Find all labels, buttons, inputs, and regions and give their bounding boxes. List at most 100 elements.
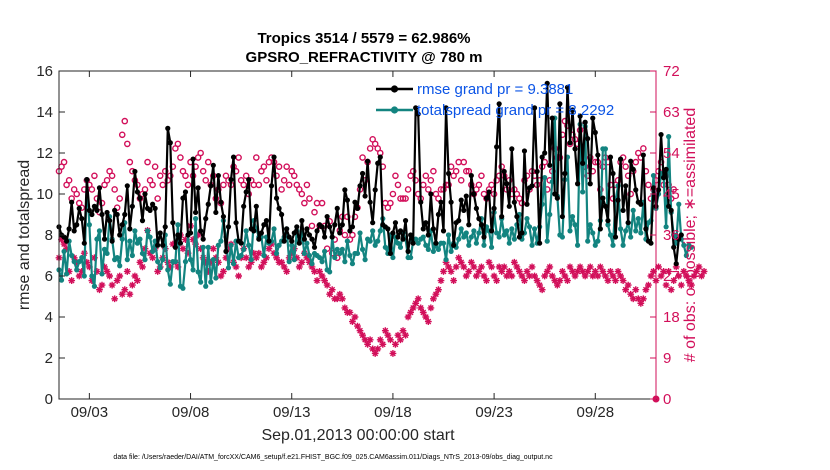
- rmse-point: [324, 213, 330, 220]
- rmse-point: [602, 203, 609, 209]
- rmse-point: [122, 211, 128, 218]
- obs-possible-point: [118, 131, 126, 139]
- rmse-point: [309, 236, 315, 242]
- rmse-point: [127, 226, 133, 232]
- obs-assimilated-point: [364, 340, 372, 348]
- obs-assimilated-point: [455, 254, 463, 262]
- obs-assimilated-point: [510, 258, 518, 266]
- obs-assimilated-point: [341, 304, 349, 312]
- obs-possible-point: [184, 181, 192, 189]
- y-right-tick-label: 45: [663, 186, 680, 203]
- rmse-point: [193, 209, 199, 216]
- rmse-point: [559, 213, 566, 220]
- rmse-point: [215, 172, 221, 179]
- obs-assimilated-point: [609, 272, 617, 280]
- x-axis-label: Sep.01,2013 00:00:00 start: [261, 427, 455, 444]
- rmse-point: [253, 203, 259, 209]
- totalspread-point: [286, 259, 292, 265]
- rmse-point: [81, 240, 87, 246]
- totalspread-point: [666, 134, 672, 140]
- obs-possible-point: [197, 149, 204, 157]
- obs-assimilated-point: [265, 245, 273, 253]
- y-axis-right-label: # of obs: o=possible; ∗=assimilated: [682, 108, 699, 362]
- obs-assimilated-point: [361, 336, 369, 344]
- obs-assimilated-point: [579, 268, 587, 275]
- obs-assimilated-point: [245, 263, 253, 271]
- totalspread-point: [420, 234, 426, 240]
- rmse-point: [329, 234, 335, 240]
- rmse-point: [170, 220, 176, 226]
- obs-assimilated-point: [128, 281, 136, 289]
- rmse-point: [466, 222, 472, 228]
- obs-assimilated-point: [397, 336, 404, 344]
- rmse-point: [648, 240, 654, 246]
- rmse-point: [420, 226, 426, 232]
- obs-assimilated-point: [414, 295, 422, 303]
- rmse-point: [499, 213, 505, 220]
- obs-possible-point: [389, 190, 397, 198]
- rmse-point: [509, 146, 515, 152]
- rmse-point: [200, 236, 206, 242]
- rmse-point: [69, 199, 75, 205]
- rmse-point: [354, 205, 361, 211]
- totalspread-point: [496, 234, 502, 240]
- y-right-tick-label: 63: [663, 104, 680, 121]
- obs-assimilated-point: [295, 263, 303, 271]
- totalspread-point: [190, 267, 196, 273]
- obs-assimilated-point: [422, 313, 430, 321]
- rmse-point: [592, 129, 598, 136]
- obs-assimilated-point: [553, 281, 561, 289]
- obs-assimilated-point: [316, 268, 323, 275]
- rmse-point: [147, 207, 153, 213]
- obs-possible-point: [645, 181, 652, 189]
- rmse-point: [544, 80, 550, 86]
- totalspread-point: [531, 226, 538, 232]
- totalspread-point: [466, 242, 472, 248]
- obs-assimilated-point: [695, 263, 703, 271]
- obs-assimilated-point: [338, 295, 346, 303]
- totalspread-point: [448, 248, 454, 254]
- rmse-point: [195, 185, 201, 191]
- obs-assimilated-point: [645, 281, 652, 289]
- totalspread-point: [99, 271, 105, 277]
- rmse-point: [542, 150, 548, 156]
- rmse-point: [430, 226, 436, 232]
- rmse-point: [294, 224, 300, 230]
- obs-assimilated-point: [73, 258, 81, 266]
- obs-possible-point: [308, 222, 316, 230]
- rmse-point: [91, 203, 98, 209]
- y-left-tick-label: 8: [45, 227, 53, 244]
- obs-assimilated-point: [392, 340, 399, 348]
- rmse-point: [359, 170, 366, 177]
- rmse-point: [367, 199, 373, 205]
- rmse-point: [327, 224, 333, 230]
- totalspread-point: [342, 259, 348, 265]
- obs-possible-point: [301, 199, 308, 207]
- obs-assimilated-point: [255, 249, 263, 257]
- y-right-tick-label: 0: [663, 391, 671, 408]
- totalspread-point: [81, 273, 87, 279]
- obs-possible-point: [298, 190, 306, 198]
- obs-assimilated-point: [488, 263, 495, 271]
- obs-possible-point: [144, 158, 151, 166]
- obs-assimilated-point: [521, 277, 528, 284]
- obs-assimilated-point: [688, 281, 695, 289]
- rmse-point: [643, 226, 649, 232]
- obs-possible-point: [303, 181, 311, 189]
- obs-possible-point: [349, 231, 356, 239]
- totalspread-point: [129, 252, 135, 259]
- obs-assimilated-point: [371, 350, 379, 357]
- totalspread-point: [623, 228, 629, 234]
- rmse-point: [291, 230, 297, 236]
- rmse-point: [246, 177, 252, 183]
- rmse-point: [473, 205, 479, 211]
- obs-assimilated-point: [680, 268, 688, 275]
- totalspread-point: [319, 259, 325, 265]
- obs-assimilated-point: [561, 272, 569, 280]
- obs-possible-point: [627, 190, 635, 198]
- totalspread-point: [413, 236, 419, 242]
- obs-possible-point: [318, 199, 326, 207]
- totalspread-point: [334, 246, 340, 252]
- totalspread-point: [488, 244, 495, 250]
- rmse-point: [413, 105, 419, 111]
